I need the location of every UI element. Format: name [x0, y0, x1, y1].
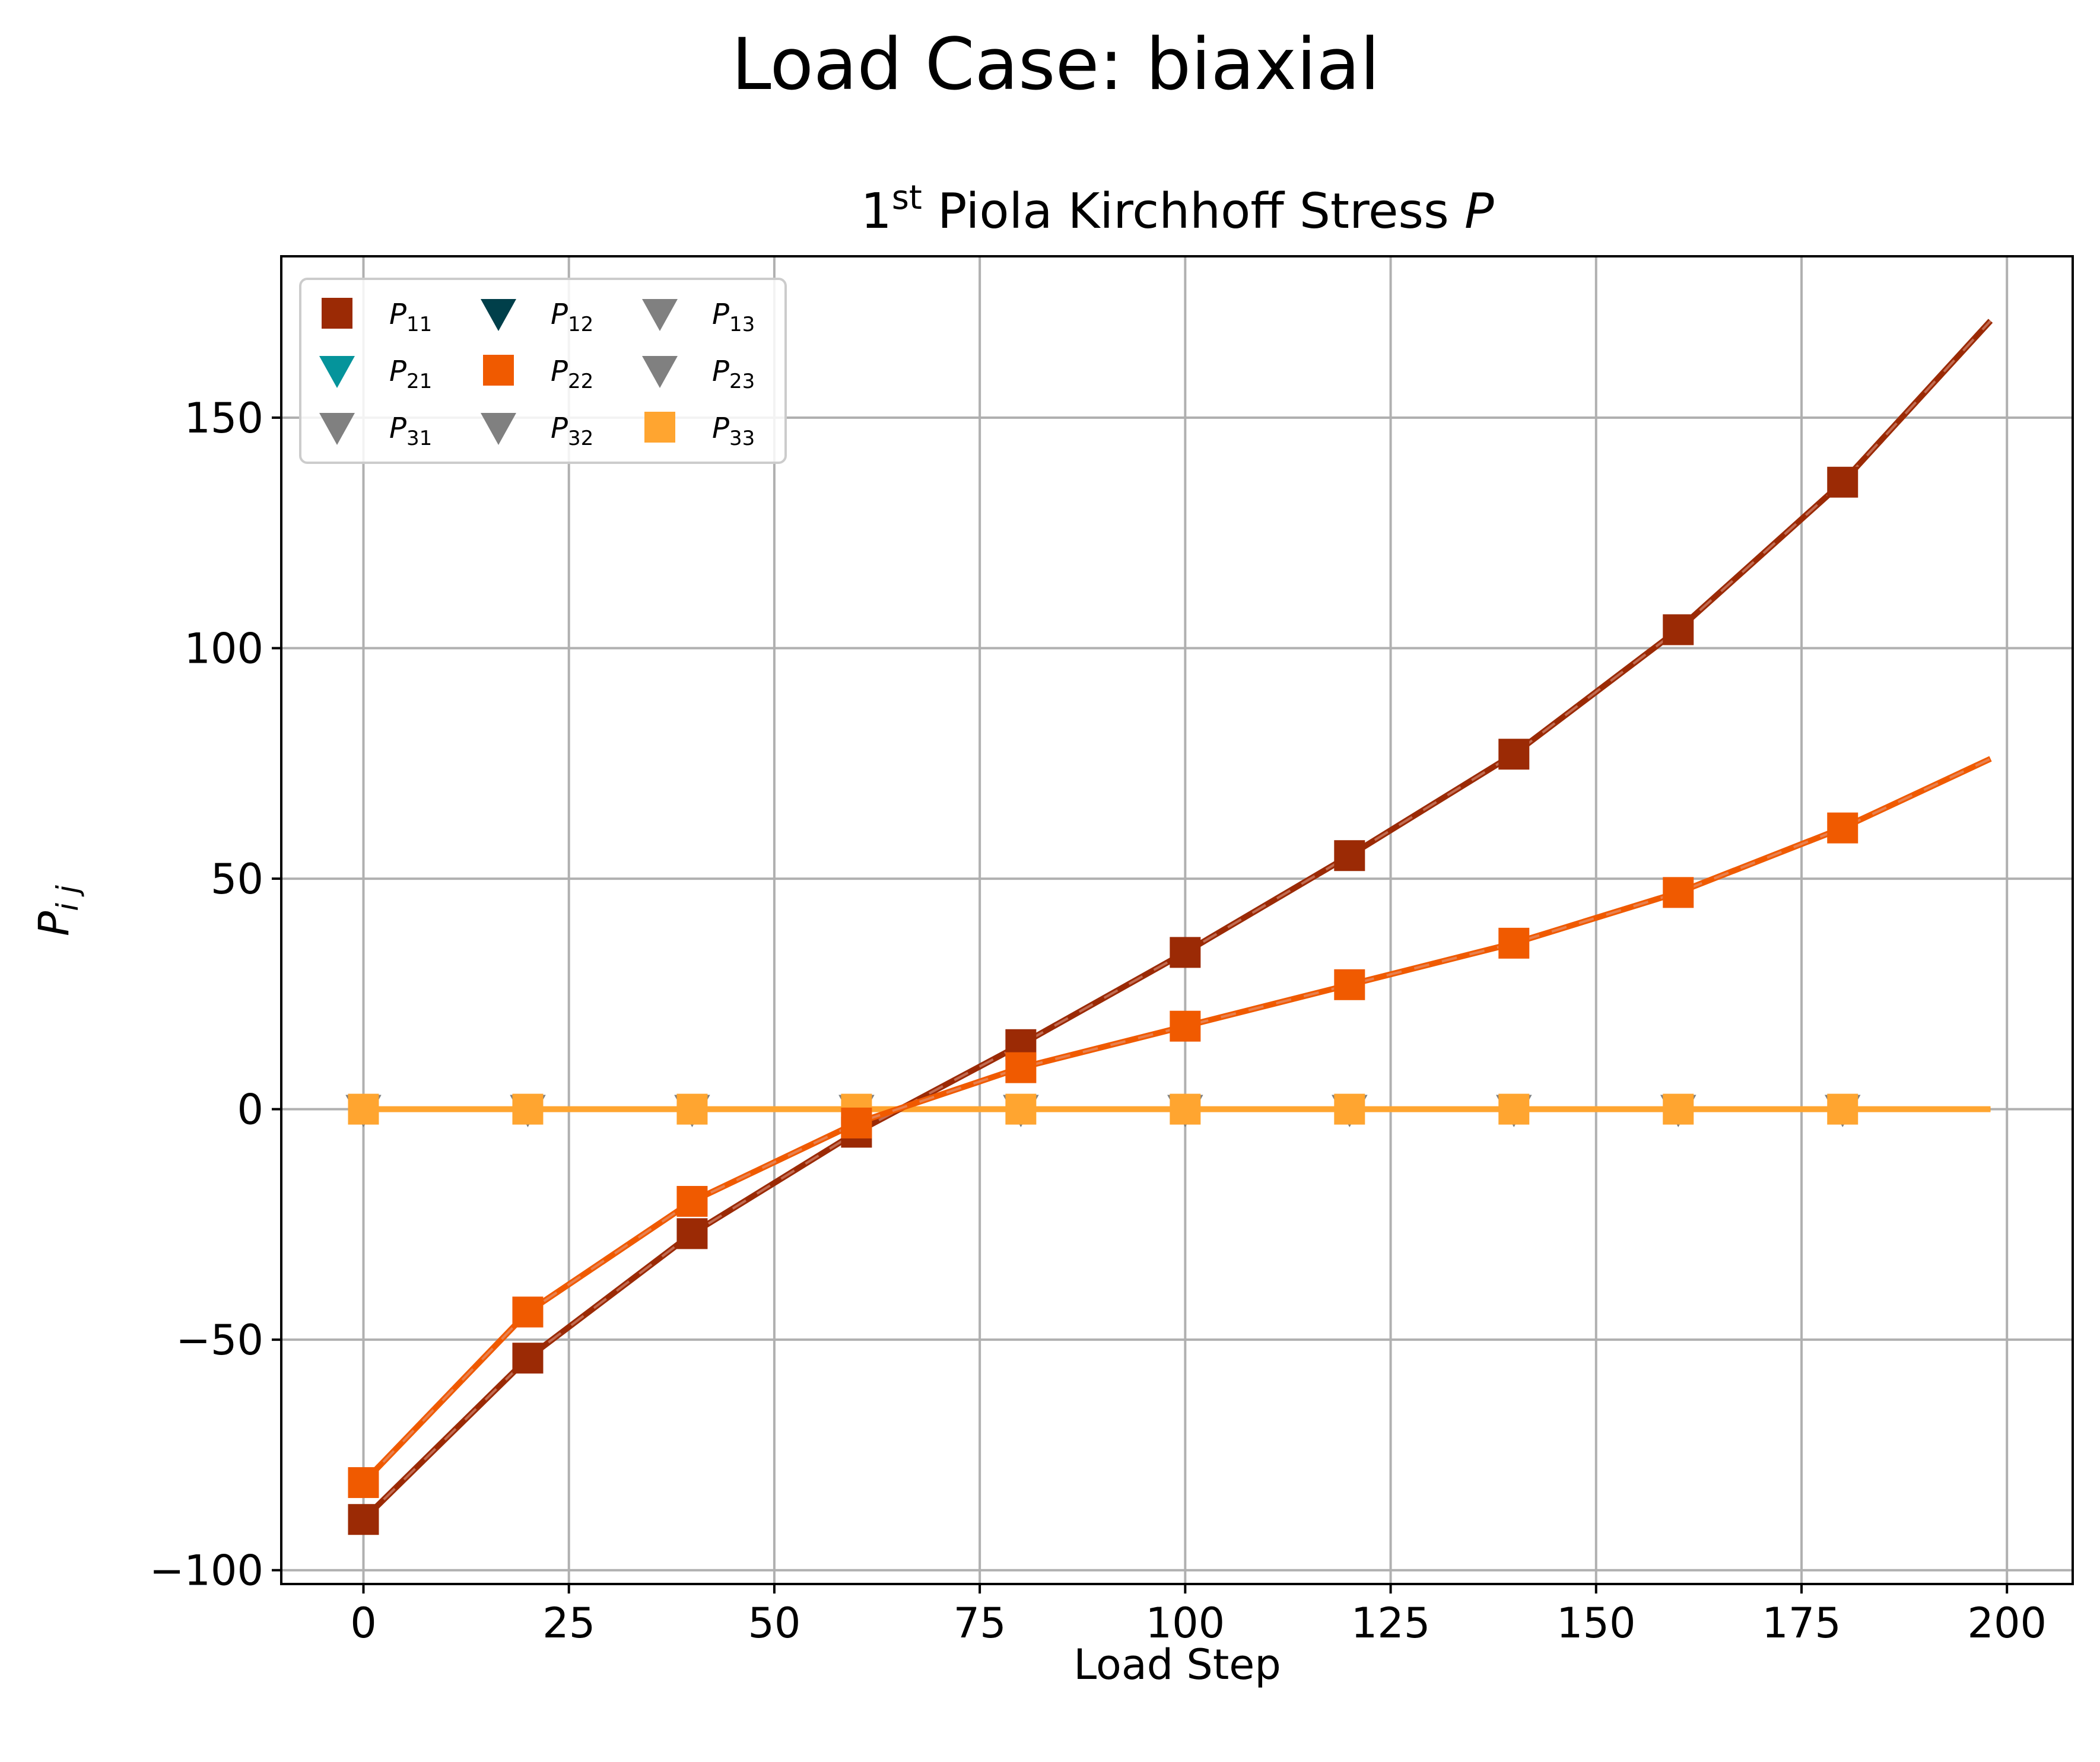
- data-point-P11: [1663, 614, 1694, 645]
- legend-label-base: P: [389, 412, 406, 445]
- legend-label-base: P: [712, 298, 729, 331]
- axes-frame: [280, 255, 2074, 1585]
- series-markers: [345, 466, 1861, 1535]
- y-axis-label-sub: i j: [50, 885, 85, 911]
- data-point-P33: [1005, 1093, 1037, 1125]
- legend-label-sub: 32: [568, 427, 593, 450]
- legend-marker-P32: [481, 413, 516, 445]
- y-tick-label: −50: [176, 1316, 263, 1365]
- data-point-P22: [1663, 877, 1694, 908]
- data-point-P11: [512, 1343, 544, 1374]
- x-ticks: 0 25 50 75 100 125 150 175 200: [350, 1584, 2047, 1647]
- legend-label-P12: P12: [551, 298, 593, 336]
- legend-label-base: P: [389, 298, 406, 331]
- legend-label-sub: 31: [406, 427, 432, 450]
- data-point-P11: [1334, 840, 1365, 872]
- legend-marker-P31: [319, 413, 355, 445]
- legend-marker-P23: [642, 356, 678, 388]
- legend-label-P23: P23: [712, 355, 755, 393]
- data-point-P22: [1005, 1052, 1037, 1083]
- x-tick-label: 150: [1556, 1599, 1636, 1647]
- x-tick-label: 50: [748, 1599, 800, 1647]
- x-tick-label: 75: [954, 1599, 1006, 1647]
- legend-label-sub: 33: [729, 427, 755, 450]
- y-tick-label: 50: [211, 855, 263, 904]
- legend-label-sub: 23: [729, 370, 755, 393]
- legend-label-sub: 13: [729, 313, 755, 336]
- x-tick-label: 125: [1351, 1599, 1431, 1647]
- legend-marker-P11: [322, 298, 352, 329]
- y-tick-label: −100: [150, 1547, 263, 1595]
- legend-label-base: P: [712, 355, 729, 388]
- x-tick-label: 200: [1967, 1599, 2047, 1647]
- data-point-P22: [512, 1296, 544, 1328]
- legend-marker-P21: [319, 356, 355, 388]
- legend-label-P11: P11: [389, 298, 432, 336]
- axes-title-var: P: [1464, 183, 1494, 240]
- legend-label-sub: 21: [406, 370, 432, 393]
- data-point-P33: [512, 1093, 544, 1125]
- data-point-P22: [348, 1467, 379, 1499]
- legend-marker-P13: [642, 299, 678, 331]
- legend-label-base: P: [551, 412, 568, 445]
- data-point-P33: [1663, 1093, 1694, 1125]
- legend-label-P32: P32: [551, 412, 593, 450]
- x-axis-label: Load Step: [1073, 1640, 1281, 1689]
- data-point-P33: [348, 1093, 379, 1125]
- legend-label-P21: P21: [389, 355, 432, 393]
- data-point-P11: [1827, 466, 1858, 498]
- y-axis-label-base: P: [30, 911, 78, 936]
- y-tick-label: 150: [184, 394, 263, 443]
- figure-title: Load Case: biaxial: [732, 24, 1380, 106]
- data-point-P22: [676, 1186, 708, 1217]
- x-tick-label: 25: [542, 1599, 595, 1647]
- legend-label-P22: P22: [551, 355, 593, 393]
- legend-label-base: P: [551, 355, 568, 388]
- legend-label-base: P: [712, 412, 729, 445]
- axes-title-rest: Piola Kirchhoff Stress: [922, 183, 1464, 240]
- legend-label-sub: 22: [568, 370, 593, 393]
- legend-label-P31: P31: [389, 412, 432, 450]
- y-tick-label: 0: [237, 1086, 263, 1134]
- y-ticks: −100 −50 0 50 100 150: [150, 394, 281, 1595]
- x-tick-label: 175: [1762, 1599, 1841, 1647]
- legend-marker-P12: [481, 299, 516, 331]
- y-axis-label: Pi j: [30, 885, 85, 936]
- data-point-P22: [1170, 1010, 1201, 1042]
- legend-marker-P33: [644, 412, 675, 443]
- legend-label-sub: 12: [568, 313, 593, 336]
- data-point-P11: [676, 1218, 708, 1249]
- data-point-P22: [841, 1107, 872, 1138]
- data-point-P33: [1170, 1093, 1201, 1125]
- data-point-P22: [1827, 812, 1858, 844]
- x-tick-label: 100: [1146, 1599, 1225, 1647]
- data-point-P22: [1334, 969, 1365, 1000]
- legend-label-base: P: [551, 298, 568, 331]
- axes-title-base: 1: [861, 183, 892, 240]
- data-point-P33: [1498, 1093, 1530, 1125]
- axes-title: 1st Piola Kirchhoff Stress P: [861, 179, 1494, 240]
- x-tick-label: 0: [350, 1599, 377, 1647]
- legend-label-base: P: [389, 355, 406, 388]
- y-tick-label: 100: [184, 625, 263, 673]
- legend-label-P13: P13: [712, 298, 755, 336]
- legend-label-sub: 11: [406, 313, 432, 336]
- data-point-P22: [1498, 927, 1530, 959]
- data-point-P33: [1827, 1093, 1858, 1125]
- legend-marker-P22: [483, 355, 514, 386]
- legend-label-P33: P33: [712, 412, 755, 450]
- data-point-P33: [1334, 1093, 1365, 1125]
- data-point-P33: [676, 1093, 708, 1125]
- axes-title-sup: st: [892, 179, 922, 217]
- data-point-P11: [1170, 937, 1201, 968]
- data-point-P11: [1498, 739, 1530, 770]
- data-point-P11: [348, 1504, 379, 1535]
